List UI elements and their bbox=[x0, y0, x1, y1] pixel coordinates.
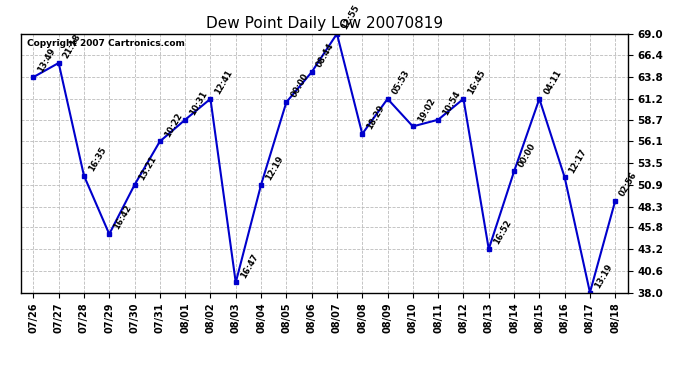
Text: 12:41: 12:41 bbox=[213, 68, 235, 96]
Text: 00:00: 00:00 bbox=[517, 141, 538, 169]
Text: 10:22: 10:22 bbox=[163, 111, 184, 139]
Text: 13:21: 13:21 bbox=[137, 154, 159, 182]
Text: 05:53: 05:53 bbox=[391, 69, 411, 96]
Text: 10:54: 10:54 bbox=[441, 89, 462, 117]
Text: 16:47: 16:47 bbox=[239, 252, 259, 280]
Text: 08:44: 08:44 bbox=[315, 42, 335, 69]
Text: 00:00: 00:00 bbox=[289, 72, 310, 99]
Text: 21:18: 21:18 bbox=[61, 33, 83, 60]
Text: 16:52: 16:52 bbox=[491, 219, 513, 246]
Text: 16:35: 16:35 bbox=[87, 145, 108, 173]
Text: 16:45: 16:45 bbox=[466, 68, 487, 96]
Text: 13:49: 13:49 bbox=[36, 47, 57, 74]
Text: 19:02: 19:02 bbox=[415, 96, 437, 124]
Title: Dew Point Daily Low 20070819: Dew Point Daily Low 20070819 bbox=[206, 16, 443, 31]
Text: 04:11: 04:11 bbox=[542, 68, 563, 96]
Text: 12:17: 12:17 bbox=[567, 147, 589, 174]
Text: Copyright 2007 Cartronics.com: Copyright 2007 Cartronics.com bbox=[27, 39, 185, 48]
Text: 18:29: 18:29 bbox=[365, 104, 386, 131]
Text: 10:31: 10:31 bbox=[188, 89, 209, 117]
Text: 12:55: 12:55 bbox=[339, 3, 361, 31]
Text: 13:19: 13:19 bbox=[593, 262, 614, 290]
Text: 02:56: 02:56 bbox=[618, 170, 639, 198]
Text: 12:19: 12:19 bbox=[264, 154, 285, 182]
Text: 16:42: 16:42 bbox=[112, 204, 133, 231]
